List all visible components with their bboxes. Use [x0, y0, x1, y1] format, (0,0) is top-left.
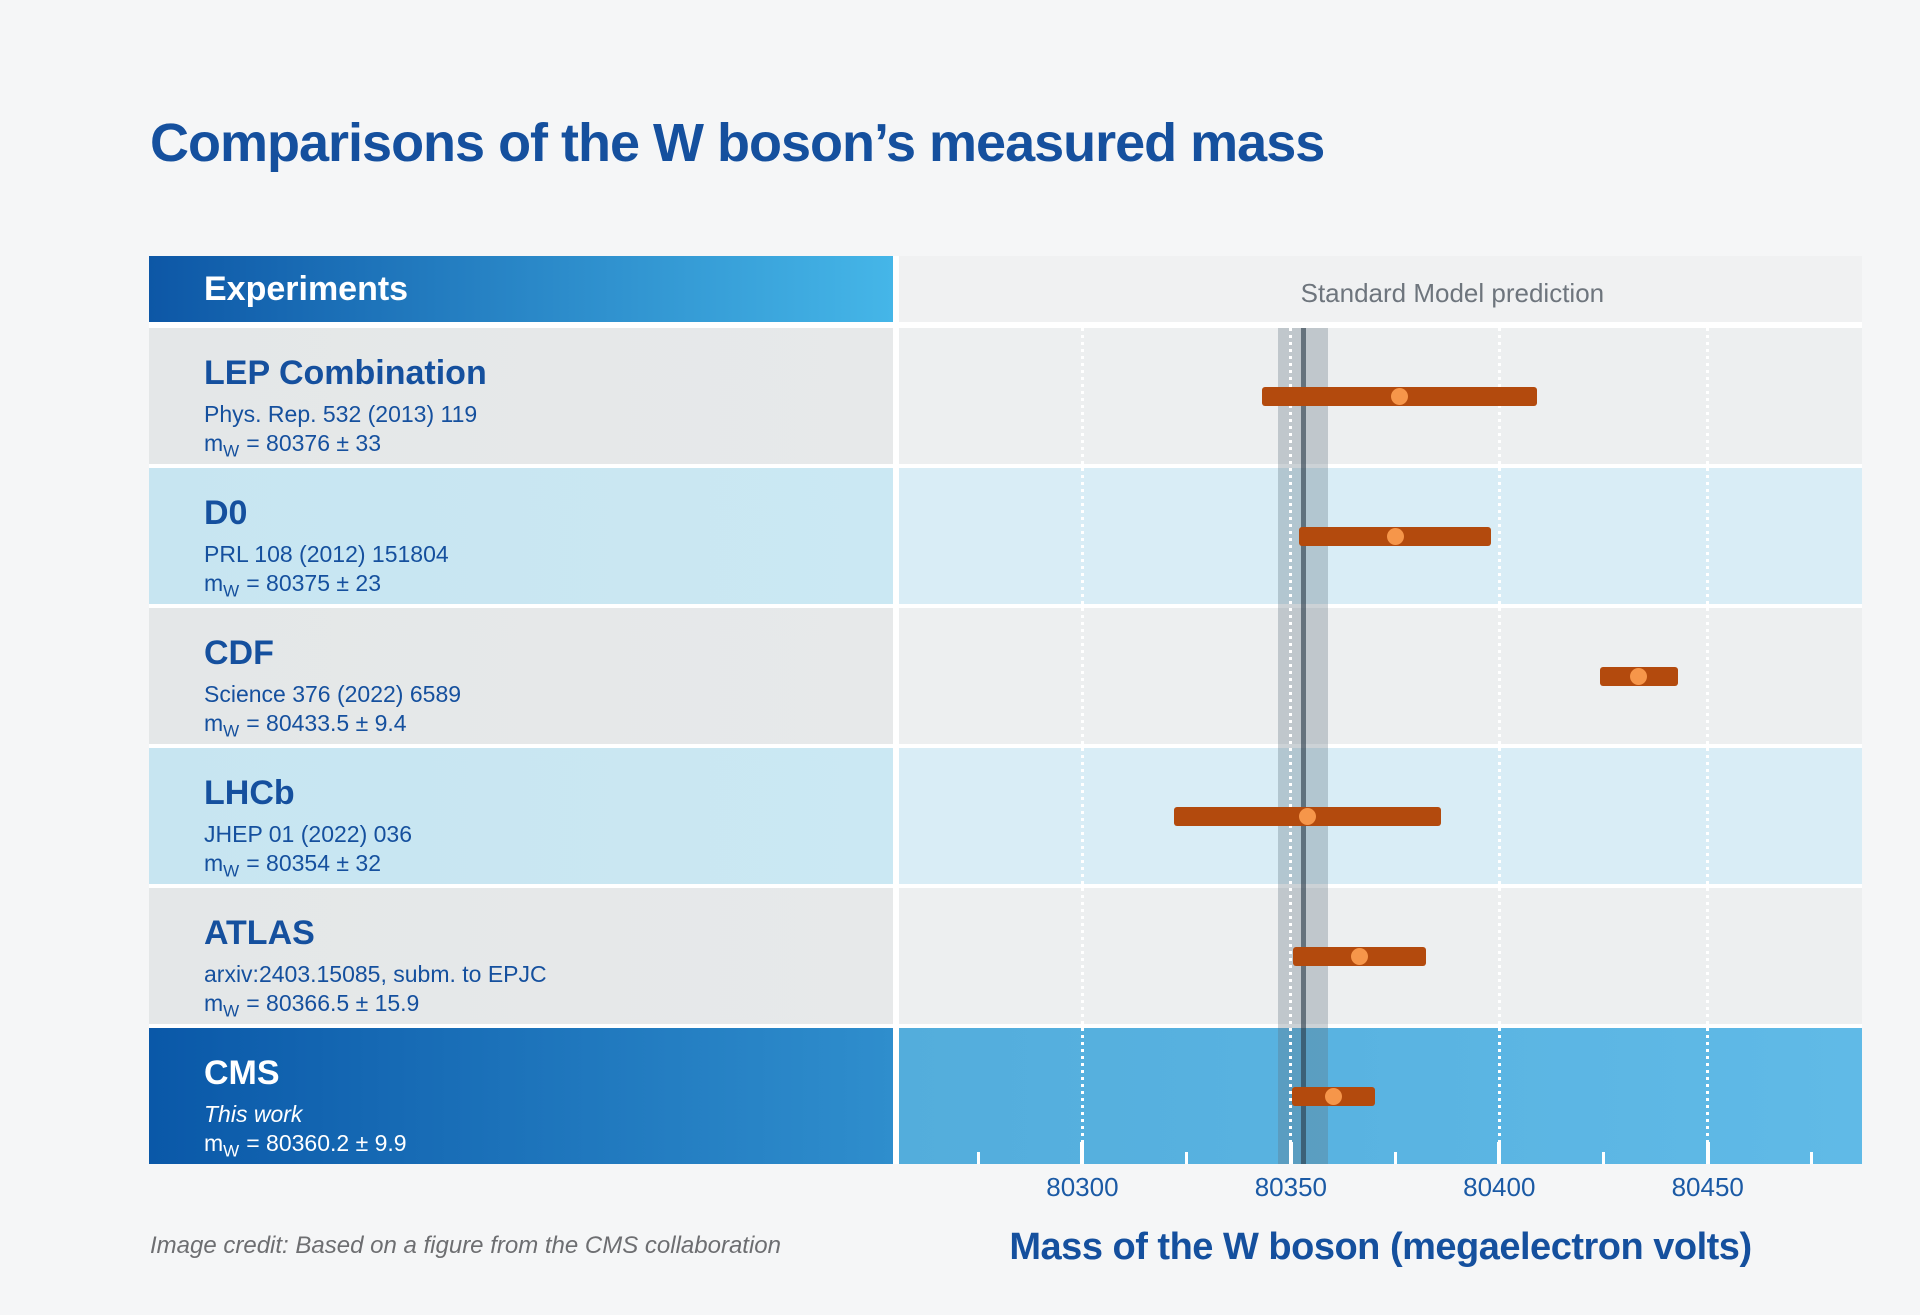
experiment-mass: mW = 80376 ± 33 — [204, 429, 893, 466]
table-header-row: Experiments Standard Model prediction — [149, 256, 1862, 322]
experiment-name: CDF — [204, 634, 274, 672]
experiment-reference: PRL 108 (2012) 151804 — [204, 541, 449, 567]
mass-symbol: m — [204, 1130, 224, 1156]
wboson-comparison-figure: Experiments Standard Model prediction LE… — [149, 256, 1862, 1164]
chart-header: Standard Model prediction — [899, 256, 1862, 322]
experiment-mass: mW = 80433.5 ± 9.4 — [204, 709, 893, 746]
chart-cell — [899, 1028, 1862, 1164]
experiment-name: LEP Combination — [204, 354, 487, 392]
experiment-cell: LEP Combination Phys. Rep. 532 (2013) 11… — [149, 328, 893, 464]
mass-value: = 80354 ± 32 — [246, 850, 381, 876]
experiments-header: Experiments — [149, 256, 893, 322]
experiment-reference: JHEP 01 (2022) 036 — [204, 821, 412, 847]
experiment-mass: mW = 80375 ± 23 — [204, 569, 893, 606]
mass-value: = 80376 ± 33 — [246, 430, 381, 456]
experiment-mass: mW = 80354 ± 32 — [204, 849, 893, 886]
experiment-mass: mW = 80366.5 ± 15.9 — [204, 989, 893, 1026]
chart-cell — [899, 608, 1862, 744]
x-tick-label: 80300 — [1046, 1172, 1119, 1202]
experiment-reference: This work — [204, 1101, 303, 1127]
x-tick-label: 80450 — [1671, 1172, 1744, 1202]
experiment-cell: ATLAS arxiv:2403.15085, subm. to EPJC mW… — [149, 888, 893, 1024]
experiment-row: D0 PRL 108 (2012) 151804 mW = 80375 ± 23 — [149, 468, 1862, 604]
mass-subscript: W — [223, 861, 240, 881]
experiment-row: LEP Combination Phys. Rep. 532 (2013) 11… — [149, 328, 1862, 464]
x-tick-label: 80400 — [1463, 1172, 1536, 1202]
mass-symbol: m — [204, 990, 224, 1016]
mass-value: = 80366.5 ± 15.9 — [246, 990, 420, 1016]
experiment-cell: LHCb JHEP 01 (2022) 036 mW = 80354 ± 32 — [149, 748, 893, 884]
experiment-name: CMS — [204, 1054, 280, 1092]
mass-subscript: W — [223, 581, 240, 601]
experiment-row: ATLAS arxiv:2403.15085, subm. to EPJC mW… — [149, 888, 1862, 1024]
mass-symbol: m — [204, 710, 224, 736]
experiment-row: LHCb JHEP 01 (2022) 036 mW = 80354 ± 32 — [149, 748, 1862, 884]
page-title: Comparisons of the W boson’s measured ma… — [150, 113, 1325, 173]
experiment-mass: mW = 80360.2 ± 9.9 — [204, 1129, 893, 1166]
experiment-name: D0 — [204, 494, 248, 532]
chart-cell — [899, 888, 1862, 1024]
x-axis-title: Mass of the W boson (megaelectron volts) — [1009, 1226, 1752, 1268]
experiment-row: CMS This work mW = 80360.2 ± 9.9 — [149, 1028, 1862, 1164]
experiment-row: CDF Science 376 (2022) 6589 mW = 80433.5 … — [149, 608, 1862, 744]
experiment-cell: D0 PRL 108 (2012) 151804 mW = 80375 ± 23 — [149, 468, 893, 604]
mass-symbol: m — [204, 570, 224, 596]
chart-cell — [899, 328, 1862, 464]
experiment-reference: Science 376 (2022) 6589 — [204, 681, 462, 707]
experiment-reference: arxiv:2403.15085, subm. to EPJC — [204, 961, 547, 987]
mass-symbol: m — [204, 430, 224, 456]
x-tick-label: 80350 — [1254, 1172, 1328, 1202]
image-credit: Image credit: Based on a figure from the… — [150, 1232, 781, 1259]
chart-cell — [899, 468, 1862, 604]
experiment-reference: Phys. Rep. 532 (2013) 119 — [204, 401, 478, 427]
chart-cell — [899, 748, 1862, 884]
mass-subscript: W — [223, 1141, 240, 1161]
experiment-name: ATLAS — [204, 914, 315, 952]
mass-subscript: W — [223, 1001, 240, 1021]
mass-value: = 80375 ± 23 — [246, 570, 381, 596]
mass-subscript: W — [223, 441, 240, 461]
experiment-cell: CDF Science 376 (2022) 6589 mW = 80433.5 … — [149, 608, 893, 744]
mass-value: = 80360.2 ± 9.9 — [246, 1130, 407, 1156]
mass-subscript: W — [223, 721, 240, 741]
sm-prediction-label: Standard Model prediction — [1300, 278, 1605, 308]
experiment-name: LHCb — [204, 774, 295, 812]
mass-value: = 80433.5 ± 9.4 — [246, 710, 407, 736]
experiment-cell: CMS This work mW = 80360.2 ± 9.9 — [149, 1028, 893, 1164]
mass-symbol: m — [204, 850, 224, 876]
experiments-header-label: Experiments — [204, 269, 409, 308]
